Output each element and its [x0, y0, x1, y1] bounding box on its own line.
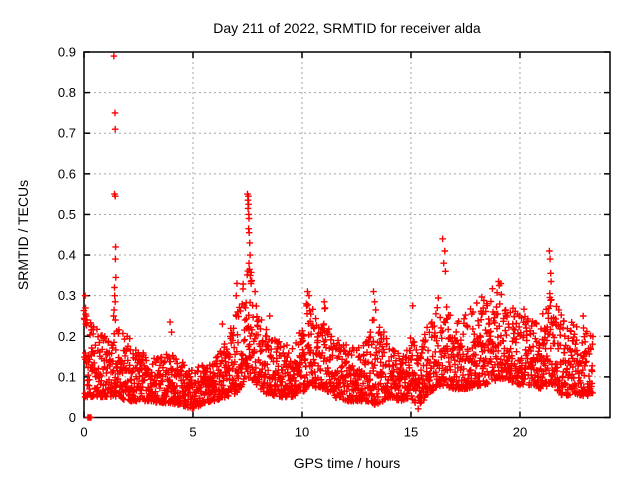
x-tick-label: 20: [513, 425, 527, 440]
plot-border: [83, 51, 611, 419]
y-tick-label: 0.1: [58, 369, 76, 384]
grid-lines: [84, 51, 610, 418]
x-axis-label: GPS time / hours: [294, 455, 401, 471]
x-tick-label: 15: [404, 425, 418, 440]
scatter-points-srmtid: [80, 52, 597, 421]
y-tick-label: 0.8: [58, 85, 76, 100]
y-tick-label: 0.6: [58, 166, 76, 181]
y-axis-label: SRMTID / TECUs: [15, 180, 31, 290]
x-tick-label: 10: [295, 425, 309, 440]
plot-border-and-ticks: [83, 51, 611, 419]
x-tick-label: 5: [189, 425, 196, 440]
y-tick-label: 0.2: [58, 329, 76, 344]
y-tick-label: 0.9: [58, 45, 76, 60]
tick-labels: 0 5 10 15 20 0 0.1 0.2 0.3 0.4 0.5 0.6 0.7 0.8 0.9: [58, 45, 527, 440]
y-tick-label: 0.5: [58, 207, 76, 222]
data-points: [80, 52, 597, 421]
y-tick-label: 0.7: [58, 126, 76, 141]
x-tick-label: 0: [80, 425, 87, 440]
y-tick-label: 0.3: [58, 288, 76, 303]
y-tick-label: 0: [69, 410, 76, 425]
chart-title: Day 211 of 2022, SRMTID for receiver ald…: [213, 20, 481, 36]
y-tick-label: 0.4: [58, 248, 76, 263]
